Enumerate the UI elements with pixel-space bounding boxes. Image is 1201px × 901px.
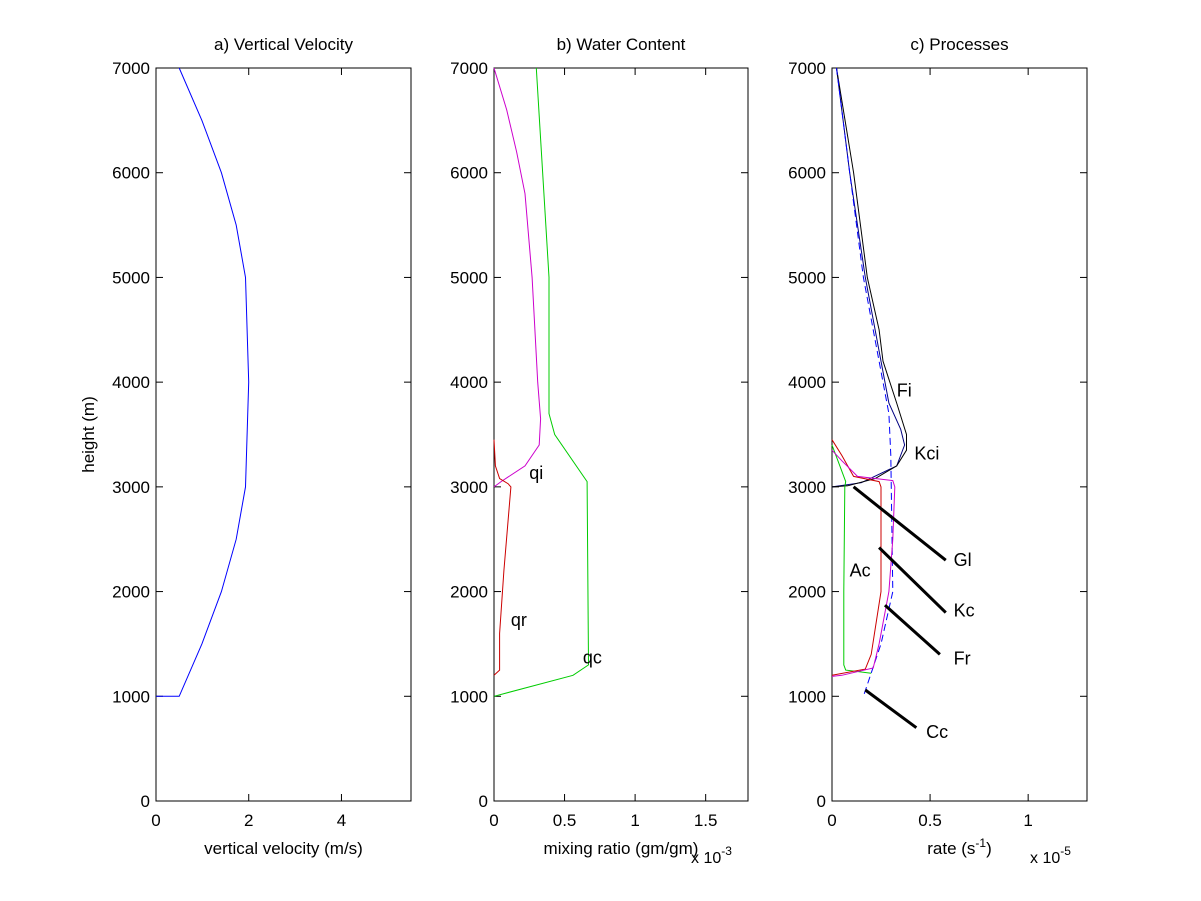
annotation-gl: Gl [954, 550, 972, 570]
series-line-qi [493, 67, 542, 488]
x-tick-label: 0 [151, 811, 160, 830]
y-tick-label: 3000 [450, 478, 488, 497]
annotation-fr: Fr [954, 649, 971, 669]
y-tick-label: 6000 [112, 164, 150, 183]
axes-box [493, 67, 749, 802]
panel-processes: 0 1000 2000 3000 4000 5000 6000 7000 0 0.5 1 c) Pro… [788, 35, 1088, 867]
y-tick-label: 6000 [788, 164, 826, 183]
y-tick-label: 1000 [450, 687, 488, 706]
y-tick-label: 4000 [112, 373, 150, 392]
annotation-qr: qr [511, 610, 527, 630]
y-tick-label: 4000 [450, 373, 488, 392]
axes-box [831, 67, 1088, 802]
annotation-kc: Kc [954, 600, 975, 620]
x-tick-label: 1.5 [694, 811, 718, 830]
x-tick-label: 0.5 [918, 811, 942, 830]
y-tick-label: 5000 [112, 268, 150, 287]
y-tick-label: 0 [479, 792, 488, 811]
x-tick-label: 0.5 [553, 811, 577, 830]
panel-water-content: 0 1000 2000 3000 4000 5000 6000 7000 0 0.5 1 1.5 b) … [450, 35, 749, 867]
x-exponent-label: x 10-3 [691, 844, 732, 867]
x-exponent-label: x 10-5 [1030, 844, 1071, 867]
y-axis-label: height (m) [79, 396, 98, 473]
y-tick-label: 2000 [112, 583, 150, 602]
y-tick-label: 5000 [450, 268, 488, 287]
annotation-fi: Fi [897, 381, 912, 401]
y-tick-label: 4000 [788, 373, 826, 392]
series-line-fi [831, 67, 906, 488]
leader-line-cc [864, 688, 918, 729]
x-axis-label: mixing ratio (gm/gm) [544, 839, 699, 858]
series-line-qc [493, 67, 590, 697]
leader-line-fr [883, 604, 941, 656]
y-tick-label: 0 [141, 792, 150, 811]
x-tick-label: 4 [337, 811, 346, 830]
y-tick-label: 7000 [450, 59, 488, 78]
x-axis-label: vertical velocity (m/s) [204, 839, 363, 858]
chart-title: a) Vertical Velocity [214, 35, 353, 54]
series-line-qr [493, 439, 512, 676]
y-tick-label: 6000 [450, 164, 488, 183]
y-tick-label: 1000 [112, 687, 150, 706]
annotation-cc: Cc [926, 722, 948, 742]
y-tick-label: 7000 [112, 59, 150, 78]
leader-line-gl [852, 485, 947, 562]
y-tick-label: 2000 [788, 583, 826, 602]
y-tick-label: 0 [817, 792, 826, 811]
y-tick-label: 3000 [112, 478, 150, 497]
axes-box [155, 67, 412, 802]
y-tick-label: 7000 [788, 59, 826, 78]
y-tick-label: 1000 [788, 687, 826, 706]
x-axis-label: rate (s-1) [927, 836, 992, 858]
x-tick-label: 0 [489, 811, 498, 830]
annotation-qc: qc [583, 648, 602, 668]
y-tick-label: 5000 [788, 268, 826, 287]
x-tick-label: 1 [1023, 811, 1032, 830]
series-line-w [156, 67, 250, 697]
y-tick-label: 3000 [788, 478, 826, 497]
x-tick-label: 1 [630, 811, 639, 830]
y-tick-label: 2000 [450, 583, 488, 602]
chart-title: c) Processes [910, 35, 1008, 54]
x-tick-label: 2 [244, 811, 253, 830]
leader-line-kc [878, 546, 947, 614]
panel-vertical-velocity: 0 1000 2000 3000 4000 5000 6000 7000 0 2 4 a) Verti… [79, 35, 412, 858]
annotation-ac: Ac [850, 561, 871, 581]
series-line-fr [831, 439, 882, 676]
annotation-kci: Kci [914, 443, 939, 463]
series-line-gl [836, 67, 894, 697]
series-line-ac [831, 444, 872, 674]
x-tick-label: 0 [827, 811, 836, 830]
chart-title: b) Water Content [557, 35, 686, 54]
series-line-kc [831, 449, 896, 677]
annotation-qi: qi [529, 463, 543, 483]
